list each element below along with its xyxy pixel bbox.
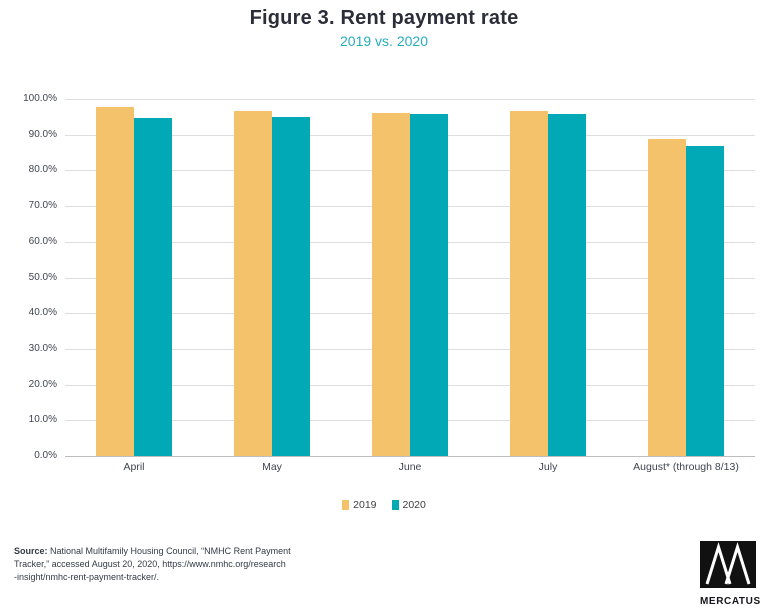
bar-2020-june [410,113,448,456]
source-label: Source: [14,546,48,556]
bar-2020-may [272,116,310,456]
gridline-0-0 [65,456,755,457]
gridline-100-0 [65,99,755,100]
x-axis-label-april: April [123,461,145,473]
bar-group-july [479,99,617,456]
bar-2019-may [234,111,272,456]
x-axis: April May June July August* (through 8/13) [65,461,755,473]
legend-label-2019: 2019 [353,499,377,511]
y-axis-tick-70-0: 70.0% [28,200,57,212]
y-axis-tick-0-0: 0.0% [34,450,57,461]
y-axis-tick-80-0: 80.0% [28,164,57,176]
bar-2019-august-through-8-13 [648,138,686,456]
bar-group-may [203,99,341,456]
bar-2020-april [134,118,172,456]
y-axis-tick-50-0: 50.0% [28,271,57,283]
bar-group-august-through-8-13 [617,99,755,456]
legend-swatch-2019 [342,500,350,510]
legend-swatch-2020 [391,500,399,510]
y-axis-tick-100-0: 100.0% [23,93,57,104]
y-axis-tick-90-0: 90.0% [28,128,57,140]
mercatus-m-icon [700,541,756,588]
source-line-3: -insight/nmhc-rent-payment-tracker/. [14,572,160,582]
y-axis-tick-30-0: 30.0% [28,342,57,354]
x-axis-label-june: June [398,461,422,473]
x-axis-label-july: July [538,461,558,473]
mercatus-wordmark: MERCATUS [700,596,761,607]
bar-group-june [341,99,479,456]
legend-item-2020: 2020 [391,499,426,511]
bar-2020-july [548,114,586,456]
source-line-2: Tracker,” accessed August 20, 2020, http… [14,559,286,569]
plot-area [65,99,755,457]
legend-label-2020: 2020 [402,499,426,511]
y-axis-tick-40-0: 40.0% [28,307,57,319]
mercatus-logo: MERCATUS [700,541,761,607]
y-axis-tick-60-0: 60.0% [28,235,57,247]
bar-2019-june [372,113,410,456]
legend-item-2019: 2019 [342,499,377,511]
source-line-1: National Multifamily Housing Council, “N… [47,546,291,556]
bar-group-april [65,99,203,456]
bar-2020-august-through-8-13 [686,145,724,456]
source-note: Source: National Multifamily Housing Cou… [14,545,291,584]
y-axis-tick-10-0: 10.0% [28,414,57,426]
chart-subtitle: 2019 vs. 2020 [340,33,428,49]
x-axis-label-august-through-8-13: August* (through 8/13) [633,461,739,473]
y-axis: 100.0% 90.0% 80.0% 70.0% 60.0% 50.0% 40.0% 30.0… [0,93,57,461]
chart-title: Figure 3. Rent payment rate [249,7,519,29]
legend: 2019 2020 [0,499,768,511]
x-axis-label-may: May [262,461,282,473]
bar-series [65,99,755,456]
bar-2019-july [510,111,548,456]
y-axis-tick-20-0: 20.0% [28,378,57,390]
bar-2019-april [96,107,134,456]
